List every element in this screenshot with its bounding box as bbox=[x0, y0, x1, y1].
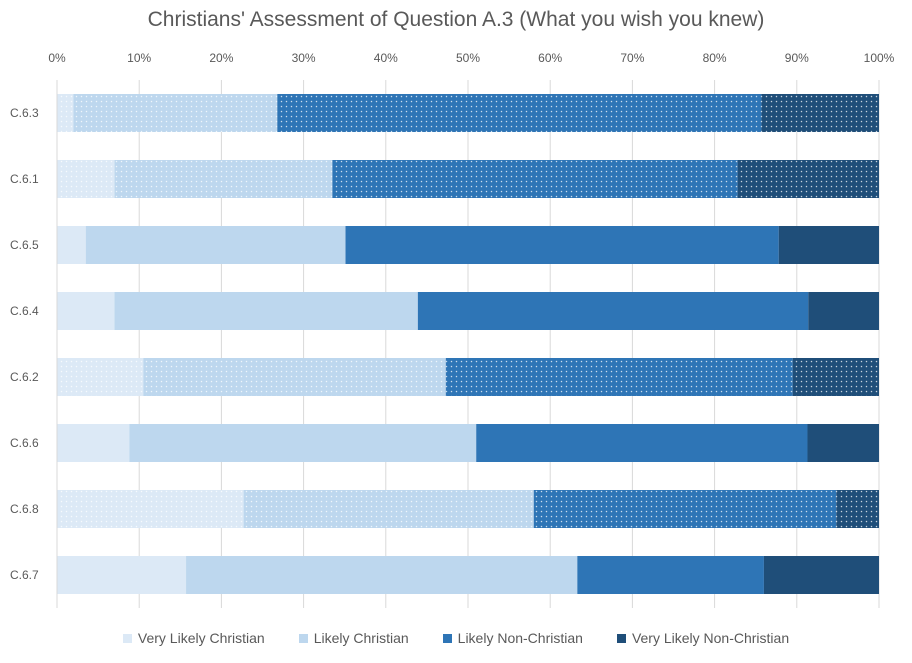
bar-segment bbox=[761, 94, 879, 132]
bar-segment bbox=[57, 490, 244, 528]
bar-segment bbox=[57, 94, 74, 132]
bar-segment bbox=[417, 292, 809, 330]
bar-segment bbox=[85, 226, 346, 264]
bar-segment bbox=[57, 358, 144, 396]
bar-segment bbox=[737, 160, 879, 198]
legend-item: Very Likely Non-Christian bbox=[616, 630, 790, 646]
bar-segment bbox=[114, 292, 418, 330]
y-tick-label: C.6.2 bbox=[10, 370, 39, 384]
y-tick-label: C.6.6 bbox=[10, 436, 39, 450]
bar-segment bbox=[445, 358, 793, 396]
bar-segment bbox=[332, 160, 738, 198]
bar-segment bbox=[808, 292, 879, 330]
legend-label: Very Likely Christian bbox=[137, 630, 265, 646]
bar-segment bbox=[73, 94, 278, 132]
bar-segment bbox=[186, 556, 578, 594]
legend-swatch bbox=[122, 633, 132, 643]
legend-swatch bbox=[616, 633, 626, 643]
bar-segment bbox=[57, 556, 187, 594]
x-tick-label: 70% bbox=[620, 51, 644, 65]
x-tick-label: 40% bbox=[374, 51, 398, 65]
x-tick-label: 90% bbox=[785, 51, 809, 65]
x-tick-label: 80% bbox=[703, 51, 727, 65]
bar-segment bbox=[57, 424, 130, 462]
x-tick-label: 0% bbox=[48, 51, 66, 65]
bar-segment bbox=[114, 160, 333, 198]
chart-title: Christians' Assessment of Question A.3 (… bbox=[147, 8, 765, 31]
bar-segment bbox=[778, 226, 879, 264]
legend-swatch bbox=[442, 633, 452, 643]
bar-segment bbox=[577, 556, 764, 594]
bar-segment bbox=[533, 490, 837, 528]
legend-label: Very Likely Non-Christian bbox=[631, 630, 790, 646]
x-tick-label: 60% bbox=[538, 51, 562, 65]
bar-segment bbox=[243, 490, 534, 528]
bar-segment bbox=[57, 160, 115, 198]
y-tick-label: C.6.1 bbox=[10, 172, 39, 186]
bar-segment bbox=[763, 556, 879, 594]
bar-segment bbox=[277, 94, 762, 132]
x-tick-label: 10% bbox=[127, 51, 151, 65]
bar-segment bbox=[143, 358, 446, 396]
y-tick-label: C.6.3 bbox=[10, 106, 39, 120]
bar-segment bbox=[836, 490, 879, 528]
y-tick-label: C.6.7 bbox=[10, 568, 39, 582]
x-tick-label: 50% bbox=[456, 51, 480, 65]
legend-label: Likely Non-Christian bbox=[457, 630, 583, 646]
bar-segment bbox=[129, 424, 477, 462]
bar-segment bbox=[57, 226, 86, 264]
bar-segment bbox=[476, 424, 808, 462]
bar-segment bbox=[807, 424, 879, 462]
y-tick-label: C.6.5 bbox=[10, 238, 39, 252]
legend-swatch bbox=[298, 633, 308, 643]
bar-segment bbox=[345, 226, 779, 264]
bar-segment bbox=[57, 292, 115, 330]
legend-label: Likely Christian bbox=[313, 630, 409, 646]
x-tick-label: 20% bbox=[209, 51, 233, 65]
legend-item: Likely Non-Christian bbox=[442, 630, 583, 646]
x-tick-label: 100% bbox=[864, 51, 895, 65]
chart-legend: Very Likely Christian Likely Christian Lik… bbox=[0, 630, 912, 646]
legend-item: Very Likely Christian bbox=[122, 630, 265, 646]
x-tick-label: 30% bbox=[292, 51, 316, 65]
legend-item: Likely Christian bbox=[298, 630, 409, 646]
bar-segment bbox=[792, 358, 879, 396]
y-tick-label: C.6.4 bbox=[10, 304, 39, 318]
y-tick-label: C.6.8 bbox=[10, 502, 39, 516]
